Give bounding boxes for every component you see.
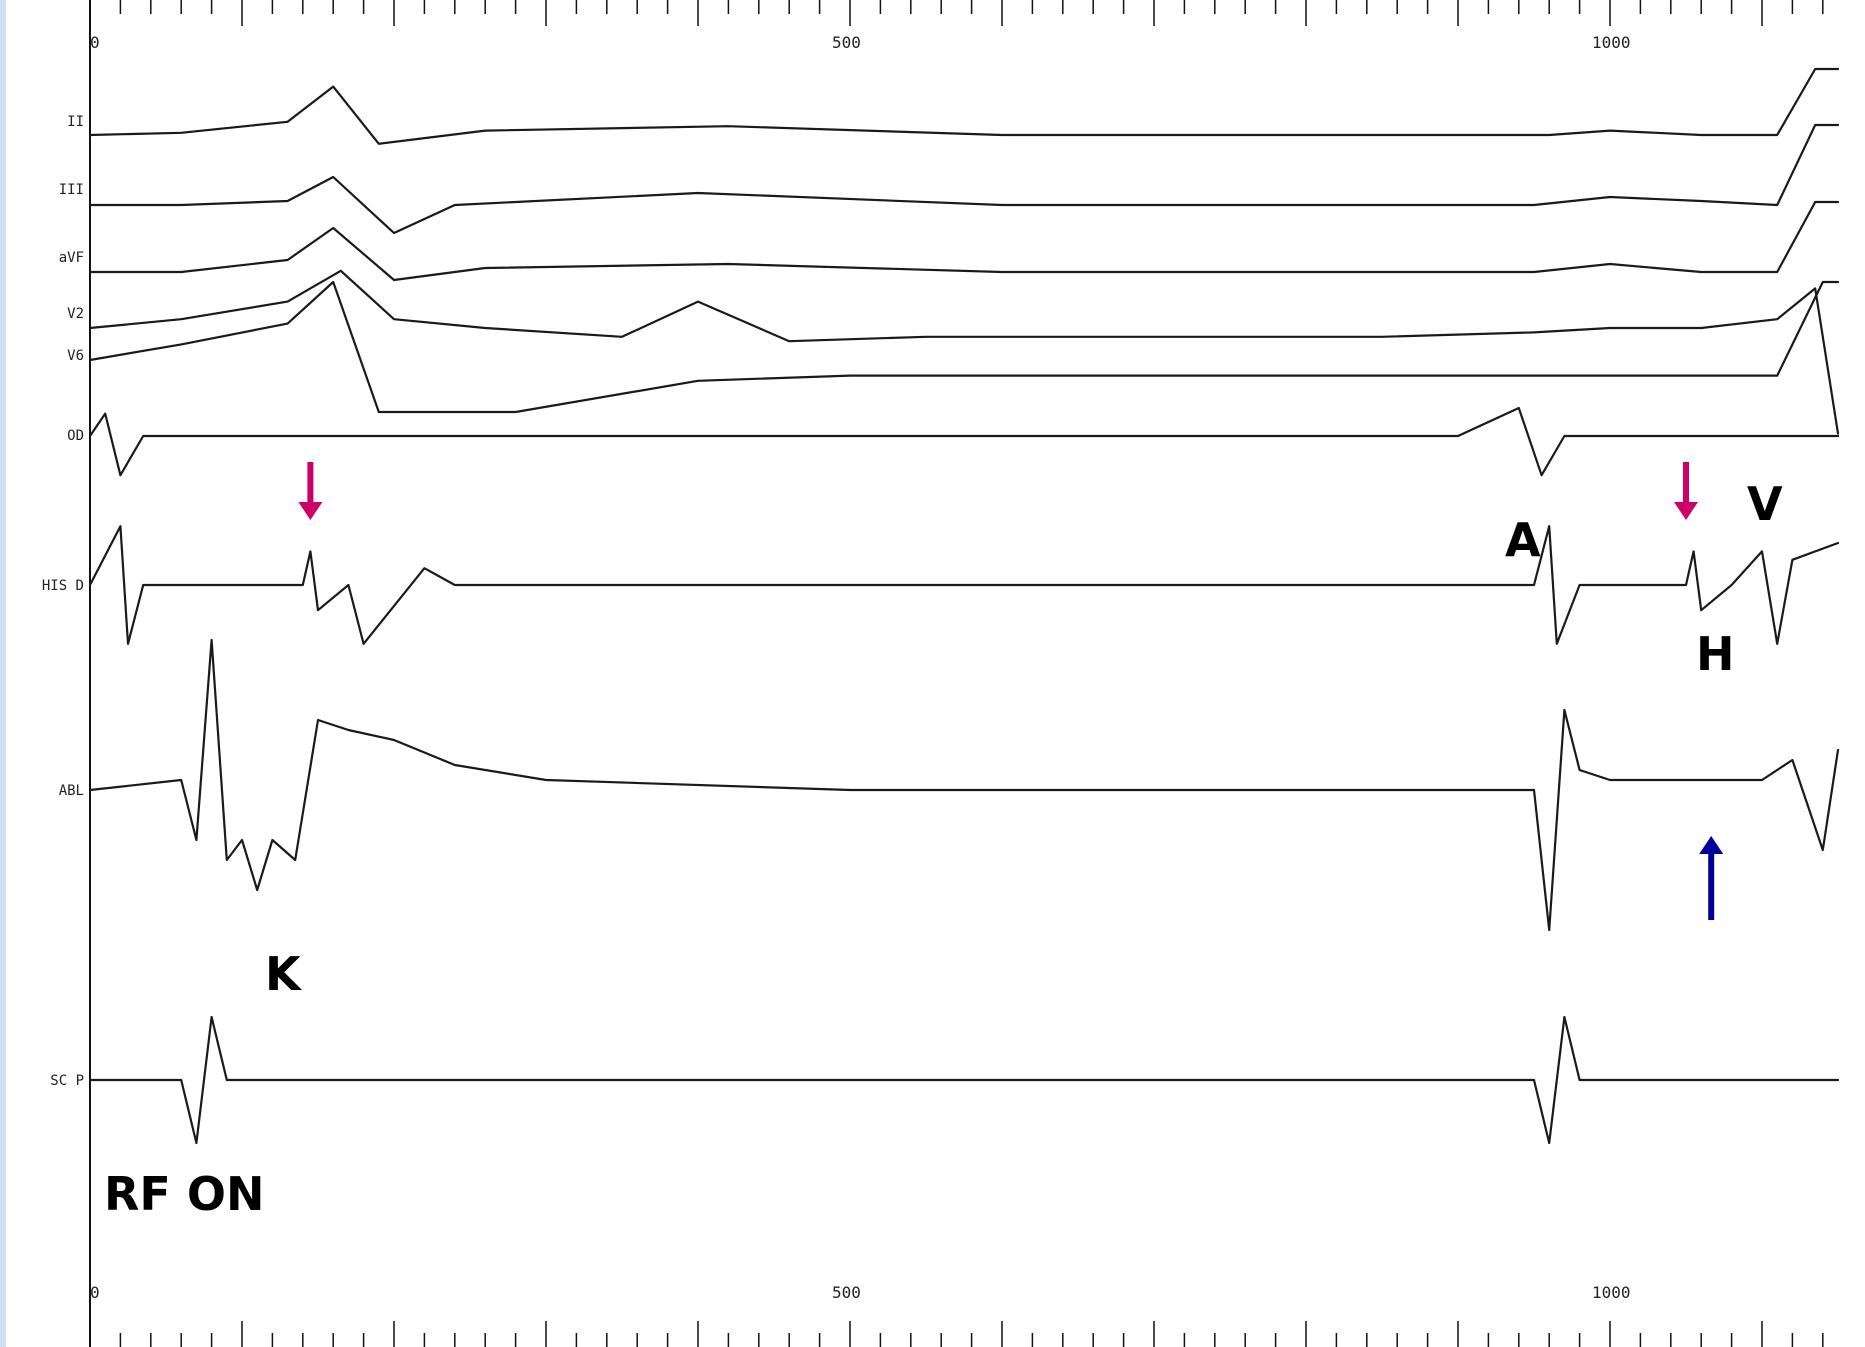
arrow-head bbox=[298, 502, 323, 520]
channel-label-sc-p: SC P bbox=[50, 1073, 84, 1089]
top-scale-label-500: 500 bbox=[832, 33, 861, 52]
bottom-scale-label-500: 500 bbox=[832, 1283, 861, 1302]
top-time-scale: 0 500 1000 bbox=[89, 0, 1824, 52]
channel-label-v6: V6 bbox=[67, 348, 84, 364]
bottom-scale-label-0: 0 bbox=[90, 1283, 100, 1302]
annotation-a: A bbox=[1505, 513, 1541, 567]
up-arrow-icon bbox=[1699, 836, 1724, 920]
annotation-rf-on: RF ON bbox=[104, 1167, 264, 1221]
annotation-v: V bbox=[1747, 477, 1783, 531]
channel-label-abl: ABL bbox=[59, 783, 84, 799]
annotation-labels: A H V K RF ON bbox=[104, 477, 1783, 1221]
channel-label-od: OD bbox=[67, 428, 84, 444]
trace-sc-p bbox=[88, 1015, 1840, 1145]
trace-ii bbox=[88, 67, 1840, 145]
channel-label-iii: III bbox=[59, 182, 84, 198]
channel-label-ii: II bbox=[67, 114, 84, 130]
top-scale-label-1000: 1000 bbox=[1592, 33, 1631, 52]
arrow-head bbox=[1674, 502, 1698, 520]
arrow-head bbox=[1699, 836, 1724, 854]
bottom-time-scale: 0 500 1000 bbox=[89, 1283, 1824, 1347]
trace-v6 bbox=[88, 280, 1840, 414]
trace-abl bbox=[88, 638, 1840, 932]
trace-his-d bbox=[88, 525, 1840, 645]
annotation-h: H bbox=[1696, 627, 1735, 681]
down-arrow-icon bbox=[298, 462, 323, 520]
trace-iii bbox=[88, 123, 1840, 235]
top-scale-label-0: 0 bbox=[90, 33, 100, 52]
trace-v2 bbox=[88, 269, 1840, 435]
down-arrow-icon bbox=[1674, 462, 1698, 520]
bottom-scale-label-1000: 1000 bbox=[1592, 1283, 1631, 1302]
annotation-k: K bbox=[265, 947, 303, 1001]
marker-arrows bbox=[298, 462, 1724, 920]
trace-avf bbox=[88, 200, 1840, 282]
traces-group bbox=[88, 67, 1840, 1145]
channel-label-v2: V2 bbox=[67, 306, 84, 322]
channel-label-his-d: HIS D bbox=[42, 578, 84, 594]
trace-od bbox=[88, 406, 1840, 477]
left-edge-band bbox=[0, 0, 6, 1347]
channel-label-avf: aVF bbox=[59, 250, 84, 266]
